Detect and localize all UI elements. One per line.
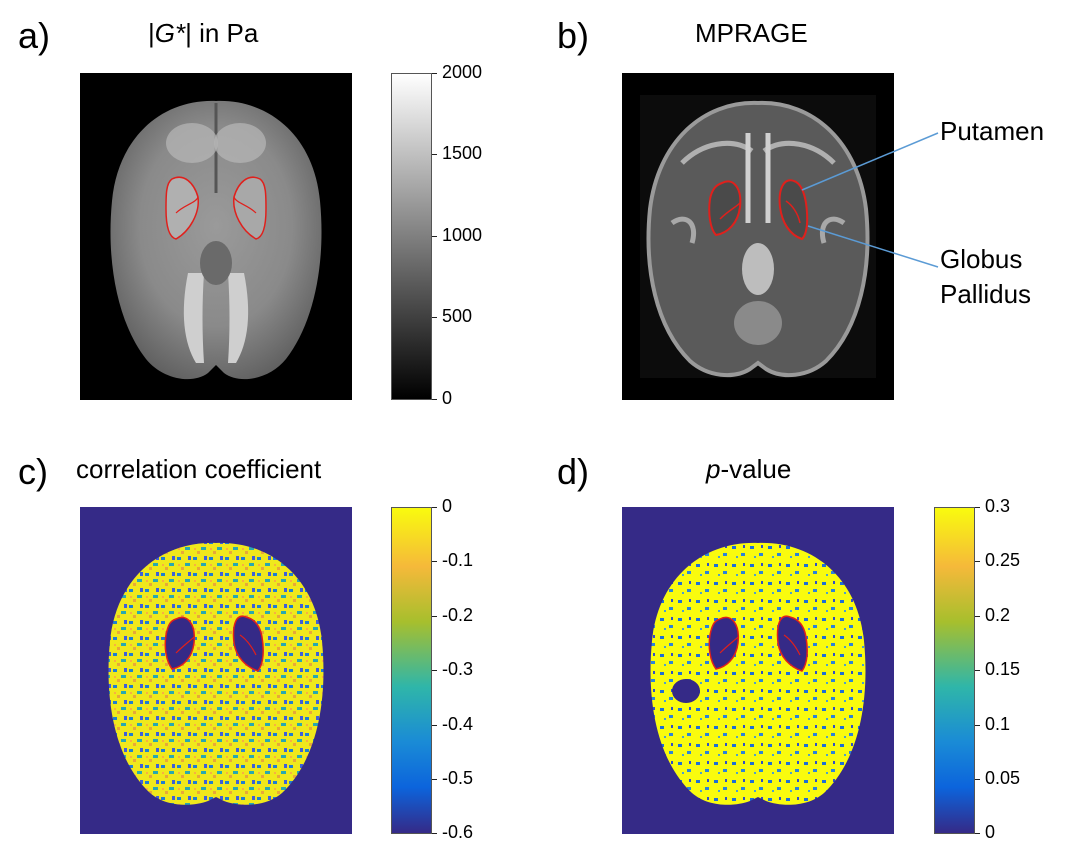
colorbar-a-tick-label: 1500 — [442, 143, 483, 163]
colorbar-c-tick — [432, 833, 437, 834]
stiffness-map-image — [80, 73, 352, 400]
colorbar-c-tick — [432, 507, 437, 508]
colorbar-d-tick — [975, 507, 980, 508]
colorbar-d-tick-label: 0.25 — [985, 550, 1021, 570]
colorbar-d-tick-label: 0.3 — [985, 496, 1011, 516]
colorbar-c-tick — [432, 725, 437, 726]
colorbar-a-tick-label: 1000 — [442, 225, 483, 245]
colorbar-c-tick-label: 0 — [442, 496, 453, 516]
colorbar-d-tick — [975, 779, 980, 780]
colorbar-c-tick-label: -0.2 — [442, 605, 474, 625]
colorbar-c — [391, 507, 432, 834]
colorbar-c-tick-label: -0.5 — [442, 768, 474, 788]
colorbar-a — [391, 73, 432, 400]
colorbar-c-tick — [432, 561, 437, 562]
colorbar-a-tick — [432, 73, 437, 74]
colorbar-a-tick — [432, 399, 437, 400]
globus-pallidus-label: Globus Pallidus — [940, 244, 1032, 310]
colorbar-c-tick-label: -0.3 — [442, 659, 474, 679]
colorbar-d-tick — [975, 561, 980, 562]
panel-c-title: correlation coefficient — [76, 454, 322, 484]
colorbar-d-tick — [975, 833, 980, 834]
colorbar-c-tick-label: -0.6 — [442, 822, 474, 842]
colorbar-d-tick-label: 0.15 — [985, 659, 1021, 679]
colorbar-c-tick — [432, 670, 437, 671]
colorbar-a-tick-label: 500 — [442, 306, 473, 326]
colorbar-a-tick — [432, 154, 437, 155]
correlation-map-image — [80, 507, 352, 834]
colorbar-d-tick-label: 0.2 — [985, 605, 1011, 625]
annotation-leader-lines — [801, 132, 939, 268]
mprage-image — [622, 73, 894, 400]
panel-a-title: |G*| in Pa — [148, 18, 259, 48]
colorbar-d — [934, 507, 975, 834]
colorbar-d-tick-label: 0.05 — [985, 768, 1021, 788]
g-star-symbol: G* — [154, 18, 186, 48]
panel-c-label: c) — [18, 451, 48, 492]
panel-b-label: b) — [557, 15, 590, 56]
p-value-map-image — [622, 507, 894, 834]
panel-d-title: p-value — [706, 454, 792, 484]
colorbar-c-tick — [432, 616, 437, 617]
panel-b-title: MPRAGE — [695, 18, 808, 48]
colorbar-d-tick-label: 0.1 — [985, 714, 1011, 734]
colorbar-d-tick — [975, 616, 980, 617]
colorbar-d-tick-label: 0 — [985, 822, 996, 842]
colorbar-a-tick-label: 0 — [442, 388, 453, 408]
putamen-label: Putamen — [940, 116, 1045, 146]
panel-a-label: a) — [18, 15, 51, 56]
panel-d-label: d) — [557, 451, 590, 492]
colorbar-c-tick-label: -0.4 — [442, 714, 474, 734]
colorbar-d-tick — [975, 725, 980, 726]
colorbar-c-tick-label: -0.1 — [442, 550, 474, 570]
colorbar-c-tick — [432, 779, 437, 780]
colorbar-a-tick — [432, 317, 437, 318]
colorbar-a-tick — [432, 236, 437, 237]
colorbar-a-tick-label: 2000 — [442, 62, 483, 82]
p-symbol: p — [706, 454, 721, 484]
colorbar-d-tick — [975, 670, 980, 671]
